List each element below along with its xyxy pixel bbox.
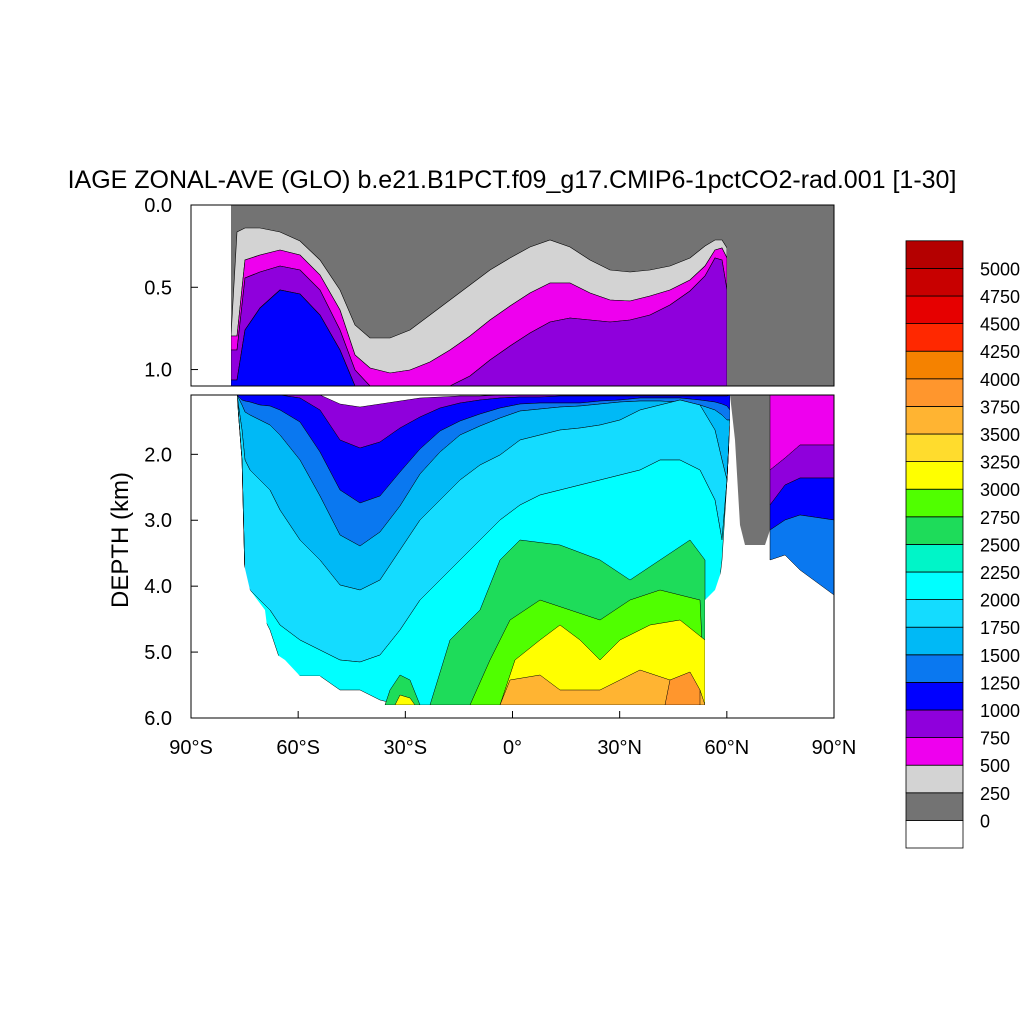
x-tick-label: 60°S xyxy=(276,737,320,759)
colorbar-label: 4000 xyxy=(980,370,1020,390)
colorbar-label: 4750 xyxy=(980,287,1020,307)
bathymetry-mask-south xyxy=(191,395,340,718)
x-tick-label: 90°S xyxy=(169,737,213,759)
colorbar-swatch xyxy=(905,350,964,380)
colorbar-label: 3000 xyxy=(980,480,1020,500)
colorbar-swatch xyxy=(905,709,964,739)
colorbar-swatch xyxy=(905,378,964,407)
colorbar-label: 3750 xyxy=(980,397,1020,417)
colorbar-label: 3500 xyxy=(980,425,1020,445)
colorbar-swatch xyxy=(905,682,964,711)
colorbar-label: 1750 xyxy=(980,618,1020,638)
colorbar-swatch xyxy=(905,737,964,766)
y-tick-label: 2.0 xyxy=(144,444,172,466)
y-tick-label: 6.0 xyxy=(144,708,172,730)
axes: 90°S 60°S 30°S 0° 30°N 60°N 90°N 0.0 0.5 1.0 2.0 3.… xyxy=(144,195,856,759)
y-axis-label: DEPTH (km) xyxy=(107,472,134,608)
y-tick-label: 0.5 xyxy=(144,277,172,299)
x-tick-label: 30°S xyxy=(384,737,428,759)
colorbar-label: 2250 xyxy=(980,563,1020,583)
colorbar-label: 5000 xyxy=(980,259,1020,279)
colorbar-label: 1000 xyxy=(980,701,1020,721)
arctic-basin xyxy=(730,394,835,596)
colorbar-label: 250 xyxy=(980,784,1010,804)
colorbar-swatch xyxy=(905,461,964,490)
y-tick-label: 0.0 xyxy=(144,195,172,217)
colorbar-swatch xyxy=(905,405,964,435)
y-tick-label: 3.0 xyxy=(144,510,172,532)
colorbar-swatch xyxy=(905,571,964,601)
colorbar-swatch xyxy=(905,820,964,849)
colorbar-swatch xyxy=(905,516,964,545)
colorbar-label: 3250 xyxy=(980,453,1020,473)
colorbar-swatch xyxy=(905,267,964,297)
colorbar-swatch xyxy=(905,654,964,683)
colorbar-swatch xyxy=(905,240,964,269)
x-tick-label: 90°N xyxy=(812,737,857,759)
colorbar-swatch xyxy=(905,544,964,573)
colorbar-label: 500 xyxy=(980,756,1010,776)
colorbar-swatch xyxy=(905,433,964,463)
colorbar-label: 4500 xyxy=(980,315,1020,335)
seafloor-mask xyxy=(340,705,705,718)
colorbar-label: 4250 xyxy=(980,342,1020,362)
chart-title: IAGE ZONAL-AVE (GLO) b.e21.B1PCT.f09_g17… xyxy=(68,166,957,194)
colorbar-swatch xyxy=(905,599,964,628)
x-tick-label: 30°N xyxy=(597,737,642,759)
bathymetry-mask-north xyxy=(700,395,834,718)
colorbar-label: 2750 xyxy=(980,508,1020,528)
y-tick-label: 4.0 xyxy=(144,576,172,598)
upper-panel-frame xyxy=(190,204,835,387)
colorbar-swatch xyxy=(905,792,964,821)
y-tick-label: 5.0 xyxy=(144,642,172,664)
x-tick-label: 0° xyxy=(503,737,522,759)
colorbar-label: 2000 xyxy=(980,591,1020,611)
contour-plot: 90°S 60°S 30°S 0° 30°N 60°N 90°N 0.0 0.5 1.0 2.0 3.… xyxy=(144,195,856,759)
x-tick-label: 60°N xyxy=(704,737,749,759)
colorbar-label: 750 xyxy=(980,729,1010,749)
lower-panel xyxy=(190,394,835,719)
y-tick-label: 1.0 xyxy=(144,360,172,382)
colorbar: 0 250 500 750 1000 1250 1500 1750 2000 2250 2500 27… xyxy=(905,240,1020,849)
arctic-ridge-250 xyxy=(730,395,770,545)
colorbar-label: 1500 xyxy=(980,646,1020,666)
colorbar-label: 2500 xyxy=(980,535,1020,555)
colorbar-label: 1250 xyxy=(980,673,1020,693)
colorbar-swatch xyxy=(905,626,964,656)
antarctic-land-mask xyxy=(191,205,231,386)
colorbar-swatch xyxy=(905,764,964,794)
colorbar-swatch xyxy=(905,295,964,325)
colorbar-swatch xyxy=(905,488,964,518)
upper-panel xyxy=(190,204,835,387)
colorbar-label: 0 xyxy=(980,811,990,831)
deep-band-3750 xyxy=(499,669,706,706)
colorbar-swatch xyxy=(905,323,964,352)
land-mask-arctic xyxy=(727,205,834,386)
